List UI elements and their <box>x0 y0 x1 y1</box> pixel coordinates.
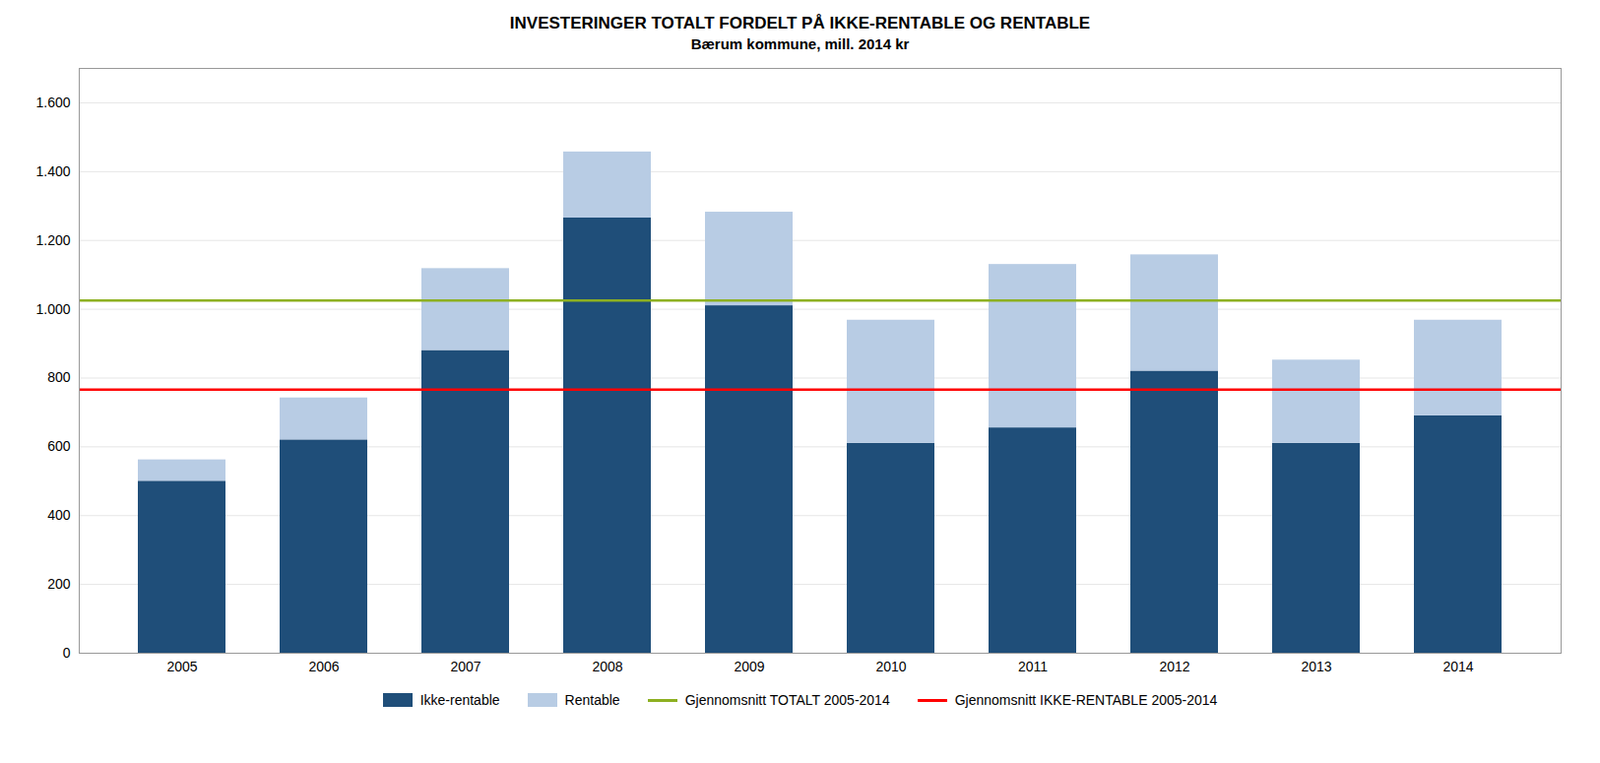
svg-text:2011: 2011 <box>1018 658 1048 675</box>
svg-text:2012: 2012 <box>1158 658 1190 675</box>
svg-text:2008: 2008 <box>591 658 623 675</box>
svg-text:2006: 2006 <box>308 658 339 675</box>
html-text:Rentable: Rentable <box>564 692 620 708</box>
svg-text:2009: 2009 <box>733 658 765 675</box>
svg-text:2014: 2014 <box>1442 658 1473 675</box>
svg-text:2013: 2013 <box>1300 658 1332 675</box>
svg-text:600: 600 <box>47 438 71 454</box>
html-text:Bærum kommune, mill. 2014 kr: Bærum kommune, mill. 2014 kr <box>690 35 910 53</box>
svg-text:2010: 2010 <box>875 658 906 675</box>
svg-text:0: 0 <box>63 644 71 661</box>
html-text:Gjennomsnitt TOTALT 2005-2014: Gjennomsnitt TOTALT 2005-2014 <box>684 692 890 708</box>
svg-text:1.400: 1.400 <box>35 163 70 180</box>
html-text:INVESTERINGER TOTALT FORDELT P: INVESTERINGER TOTALT FORDELT PÅ IKKE-REN… <box>509 13 1091 33</box>
svg-text:1.000: 1.000 <box>35 301 70 318</box>
svg-text:1.200: 1.200 <box>35 232 70 249</box>
svg-text:800: 800 <box>47 369 71 385</box>
svg-text:200: 200 <box>47 576 71 592</box>
svg-text:2005: 2005 <box>166 658 197 675</box>
svg-text:1.600: 1.600 <box>35 94 70 111</box>
svg-text:2007: 2007 <box>449 658 481 675</box>
html-text:Ikke-rentable: Ikke-rentable <box>420 692 500 708</box>
html-text:Gjennomsnitt IKKE-RENTABLE 200: Gjennomsnitt IKKE-RENTABLE 2005-2014 <box>954 692 1218 708</box>
svg-text:400: 400 <box>47 507 71 523</box>
